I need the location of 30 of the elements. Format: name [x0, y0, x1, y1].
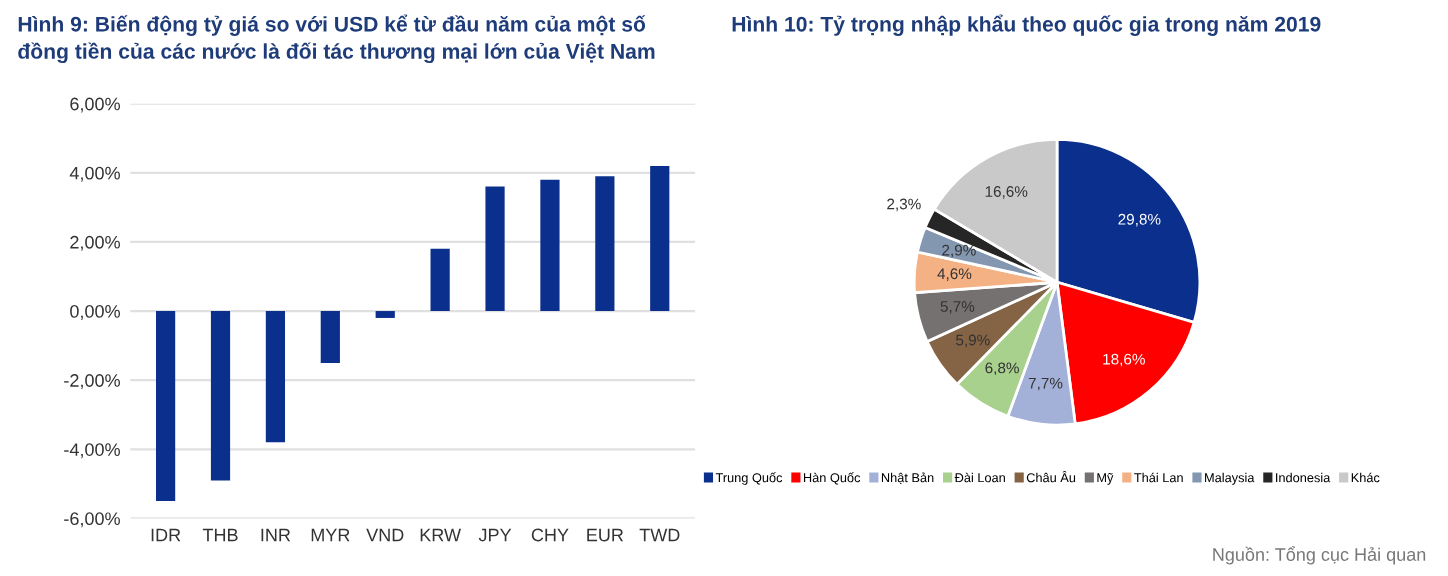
y-tick-label: -6,00% [64, 512, 120, 528]
chart-title: Hình 10: Tỷ trọng nhập khẩu theo quốc gia trong năm 2019 [732, 14, 1321, 36]
bar [430, 248, 450, 312]
y-tick-label: -4,00% [64, 443, 120, 459]
bar [155, 311, 176, 502]
y-tick-label: 2,00% [70, 235, 120, 251]
y-tick-label: 6,00% [70, 97, 120, 113]
bar [650, 165, 670, 312]
x-tick-label: VND [366, 528, 404, 542]
text: Nguồn: Tổng cục Hải quan [1213, 546, 1426, 565]
x-tick-label: MYR [311, 528, 350, 542]
x-tick-label: INR [261, 528, 291, 542]
x-tick-label: EUR [587, 528, 624, 542]
chart-title: Hình 9: Biến động tỷ giá so với USD kể từ đầu năm của một số đồng tiền của các nước là đối tác thương mại lớn của Việt Nam [18, 14, 655, 64]
bar [265, 311, 286, 443]
bar [210, 311, 231, 481]
x-tick-label: THB [202, 528, 238, 542]
bar [375, 311, 395, 318]
bar [320, 311, 340, 363]
bar [485, 186, 505, 312]
y-tick-label: 4,00% [69, 166, 120, 182]
y-tick-label: 0,00% [70, 304, 120, 320]
x-tick-label: CHY [531, 528, 569, 542]
x-tick-label: KRW [420, 528, 461, 542]
bar [595, 176, 615, 312]
x-tick-label: JPY [478, 528, 512, 542]
x-tick-label: TWD [639, 528, 680, 542]
x-tick-label: IDR [151, 528, 181, 542]
bar [540, 179, 560, 312]
y-tick-label: -2,00% [64, 374, 120, 390]
